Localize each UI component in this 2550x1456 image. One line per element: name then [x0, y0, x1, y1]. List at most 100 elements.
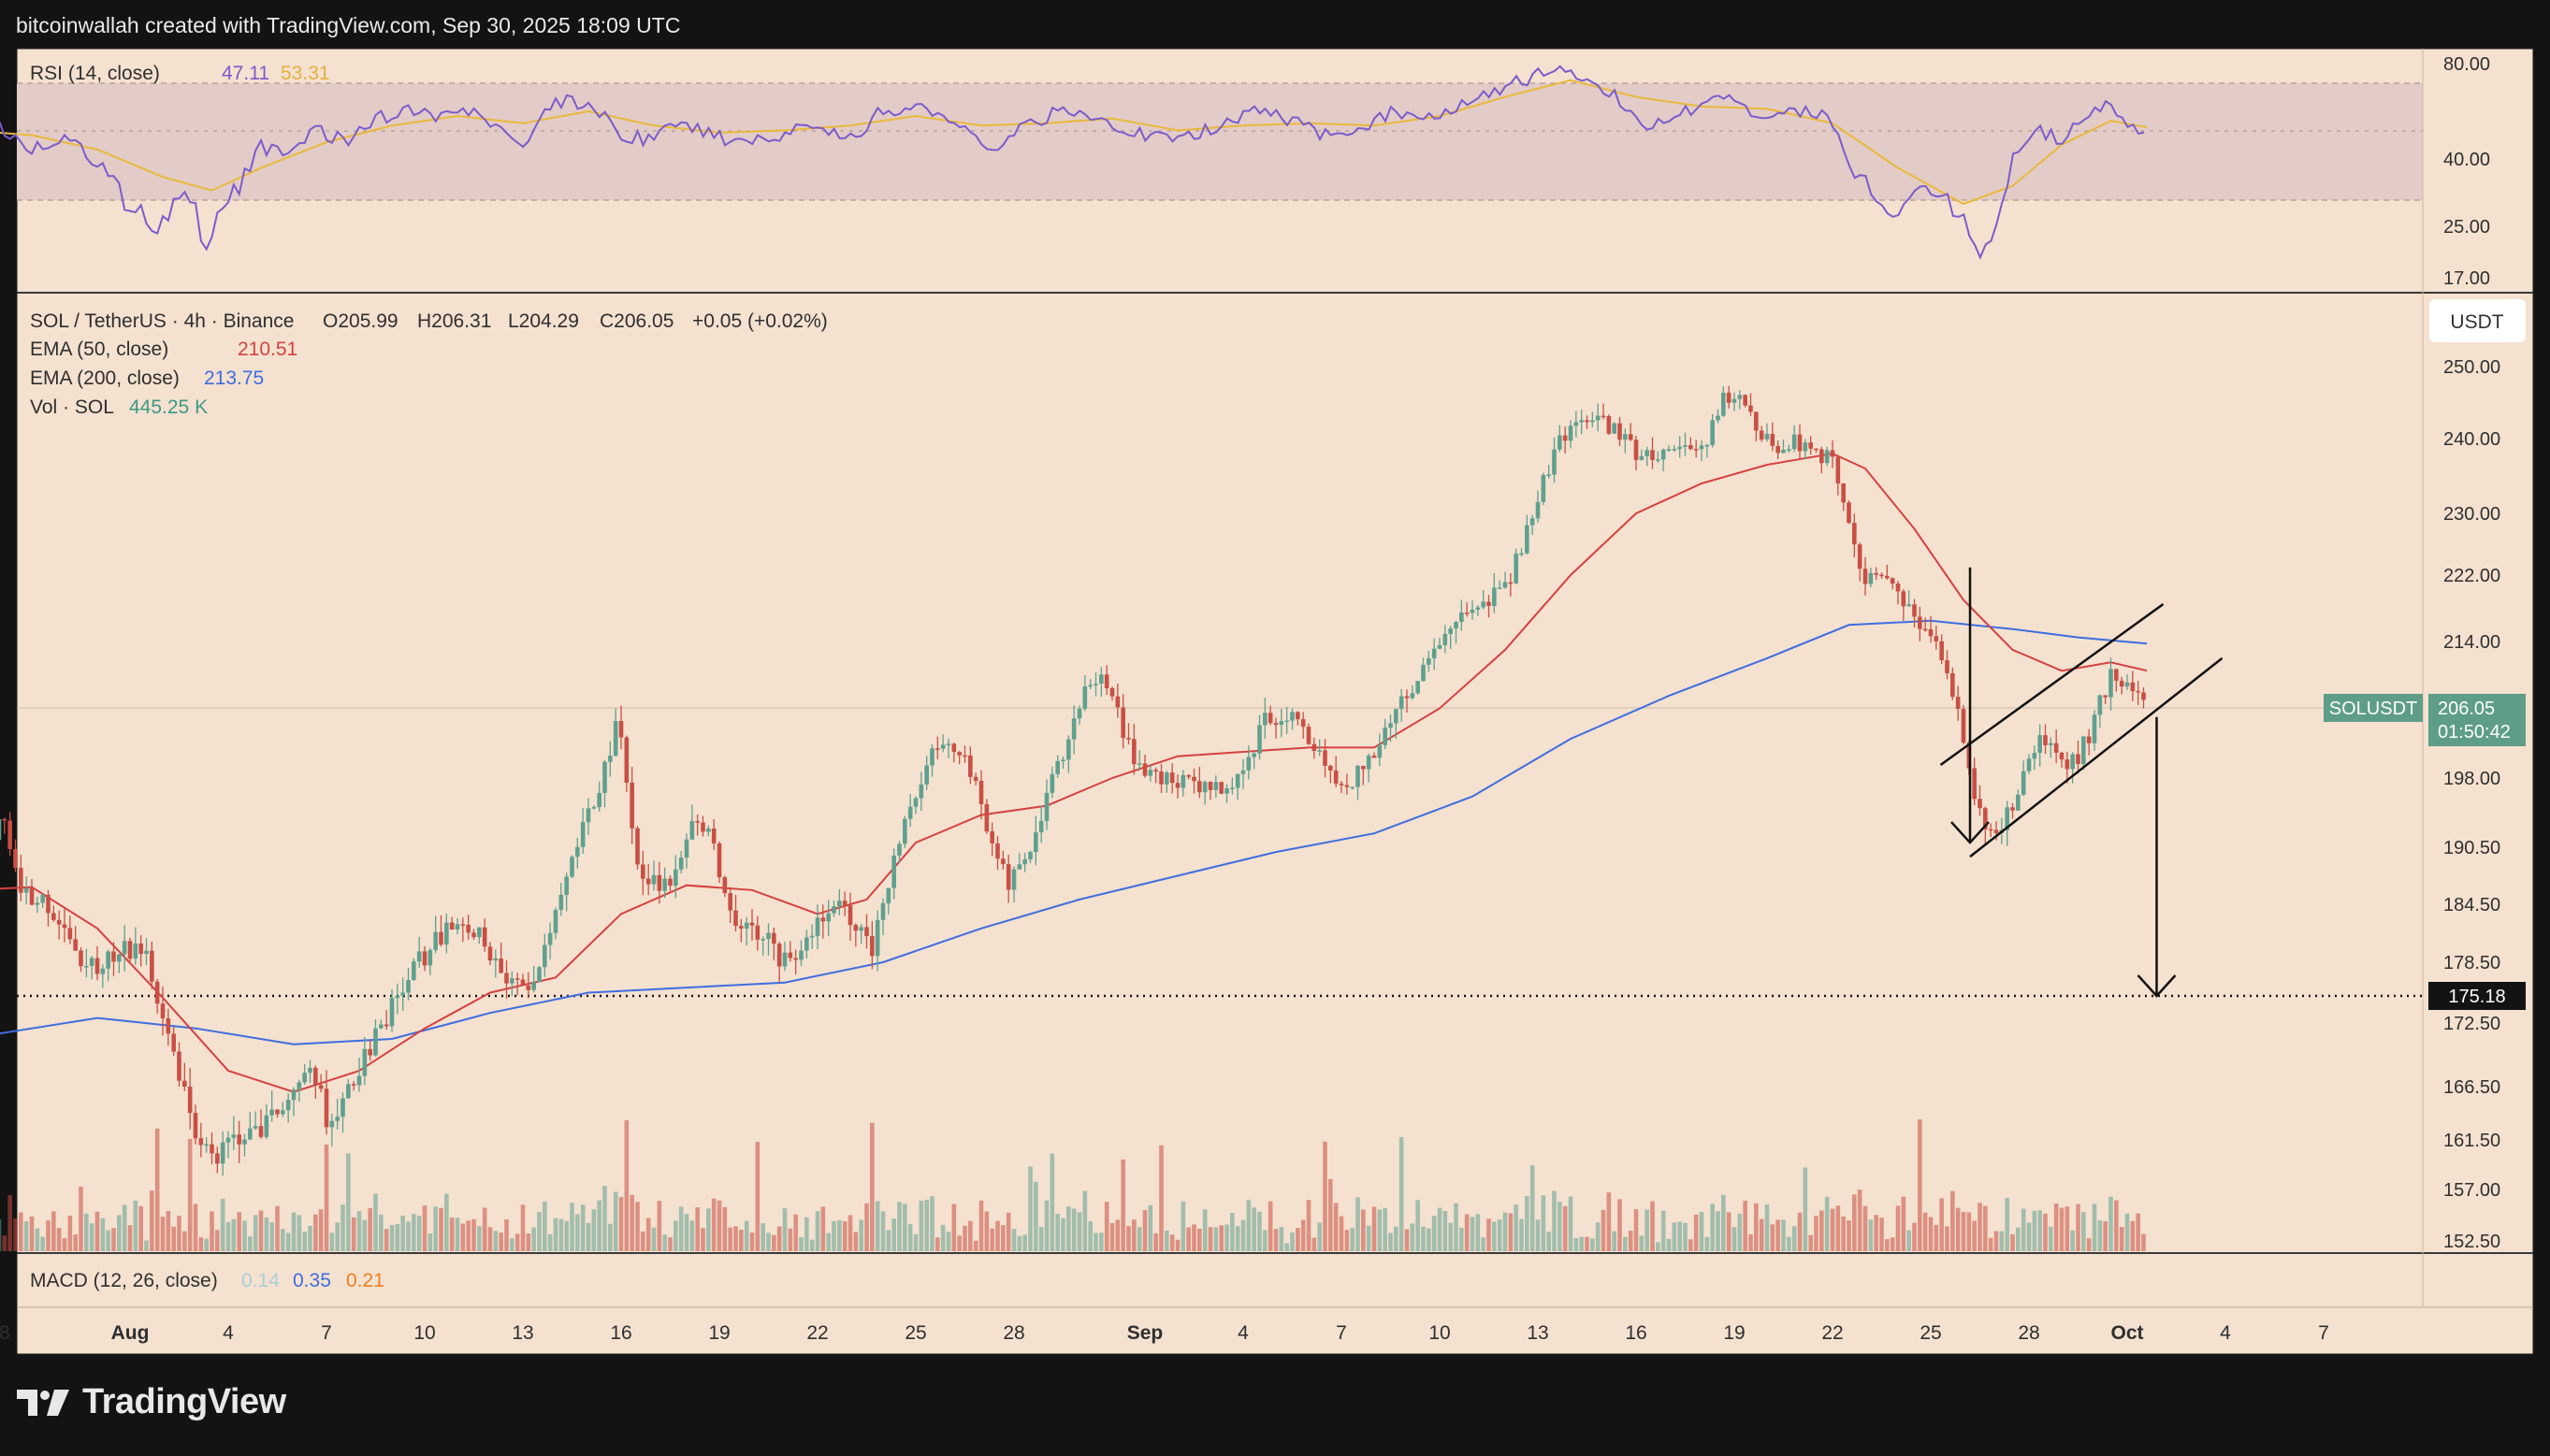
- candle-body: [591, 807, 597, 809]
- candle-body: [842, 901, 848, 906]
- candle-body: [990, 831, 994, 843]
- volume-bar: [597, 1200, 601, 1251]
- volume-bar: [1617, 1199, 1622, 1251]
- volume-bar: [1754, 1203, 1759, 1251]
- volume-bar: [177, 1216, 181, 1251]
- volume-bar: [1824, 1196, 1830, 1251]
- volume-bar: [1454, 1203, 1458, 1251]
- candle-body: [1448, 628, 1453, 634]
- volume-bar: [1879, 1218, 1884, 1251]
- volume-bar: [755, 1142, 761, 1251]
- volume-bar: [749, 1233, 755, 1251]
- candle-body: [880, 902, 886, 920]
- time-tick-label: 10: [413, 1322, 435, 1344]
- candle-body: [1355, 765, 1360, 787]
- candle-body: [940, 744, 946, 749]
- candle-body: [308, 1067, 312, 1074]
- volume-bar: [744, 1220, 749, 1251]
- volume-bar: [106, 1230, 110, 1251]
- volume-bar: [258, 1210, 264, 1251]
- candle-body: [1454, 622, 1458, 629]
- candle-body: [1814, 448, 1818, 451]
- volume-bar: [427, 1233, 433, 1251]
- rsi-value: 47.11: [222, 63, 269, 84]
- volume-bar: [940, 1224, 946, 1251]
- price-pane: [17, 707, 2423, 998]
- ema50-label[interactable]: EMA (50, close): [30, 339, 168, 360]
- symbol-name[interactable]: SOL / TetherUS · 4h · Binance: [30, 310, 294, 332]
- candle-body: [1077, 709, 1082, 719]
- volume-bar: [706, 1208, 711, 1251]
- volume-bar: [253, 1215, 258, 1251]
- candle-body: [111, 951, 116, 962]
- candle-body: [564, 876, 569, 895]
- candle-body: [444, 922, 449, 945]
- volume-bar: [144, 1240, 149, 1251]
- volume-bar: [1541, 1195, 1546, 1251]
- tradingview-logo[interactable]: TradingView: [17, 1382, 286, 1422]
- candle-body: [761, 939, 765, 941]
- volume-bar: [1656, 1242, 1660, 1251]
- macd-label[interactable]: MACD (12, 26, close): [30, 1270, 218, 1291]
- candle-body: [2065, 759, 2070, 770]
- candle-body: [1606, 415, 1612, 434]
- volume-bar: [2070, 1230, 2075, 1251]
- candle-body: [1775, 445, 1780, 454]
- candle-body: [1240, 770, 1246, 774]
- candle-body: [580, 822, 586, 847]
- time-tick-label: 19: [708, 1322, 730, 1344]
- volume-bar: [722, 1206, 728, 1251]
- candle-body: [2049, 742, 2053, 745]
- candle-body: [1492, 587, 1497, 607]
- volume-bar: [580, 1204, 586, 1251]
- volume-bar: [514, 1233, 520, 1251]
- ema50-line: [0, 452, 2148, 1093]
- volume-bar: [1787, 1236, 1791, 1251]
- currency-button[interactable]: [2429, 299, 2526, 342]
- level-tag-bg[interactable]: [2428, 982, 2526, 1010]
- candle-body: [1721, 392, 1726, 416]
- candle-body: [433, 931, 438, 951]
- ohlc-open: O205.99: [323, 310, 398, 332]
- candle-body: [1502, 582, 1508, 588]
- tradingview-logo-icon: [17, 1389, 69, 1416]
- volume-bar: [1797, 1212, 1803, 1251]
- candle-body: [1257, 725, 1262, 754]
- candle-body: [2059, 752, 2065, 760]
- volume-bar: [1683, 1222, 1688, 1251]
- candle-body: [1824, 450, 1830, 464]
- candle-body: [641, 864, 645, 879]
- volume-label[interactable]: Vol · SOL: [30, 396, 114, 418]
- candle-body: [340, 1098, 345, 1117]
- volume-bar: [1109, 1222, 1115, 1251]
- candle-body: [1666, 449, 1672, 451]
- time-tick-label: 28: [1003, 1322, 1024, 1344]
- volume-bar: [1470, 1217, 1475, 1251]
- candle-body: [695, 821, 700, 823]
- symbol-tag-bg[interactable]: [2324, 694, 2423, 722]
- volume-bar: [1377, 1209, 1383, 1251]
- volume-bar: [1082, 1190, 1088, 1251]
- price-tag-bg[interactable]: [2428, 694, 2526, 746]
- volume-bar: [1165, 1230, 1169, 1251]
- ema200-value: 213.75: [204, 368, 264, 389]
- candle-body: [618, 720, 624, 738]
- ema200-label[interactable]: EMA (200, close): [30, 368, 180, 389]
- candle-body: [1737, 395, 1743, 399]
- volume-bar: [973, 1240, 978, 1251]
- volume-bar: [1525, 1196, 1529, 1251]
- candle-body: [1644, 450, 1649, 456]
- volume-bar: [1044, 1200, 1050, 1251]
- macd-value-2: 0.35: [293, 1270, 331, 1291]
- volume-bar: [2097, 1220, 2103, 1251]
- rsi-label[interactable]: RSI (14, close): [30, 63, 160, 84]
- volume-bar: [564, 1220, 569, 1251]
- volume-bar: [1394, 1226, 1398, 1251]
- time-axis[interactable]: 28 Aug 4 7 10 13 16 19 22 25 28 Sep 4 7 10 13 16 19 22 25 28…: [0, 1322, 2329, 1344]
- candle-body: [1988, 829, 1993, 831]
- candle-body: [2021, 771, 2026, 795]
- volume-bar: [668, 1237, 673, 1251]
- symbol-title[interactable]: SOL / TetherUS · 4h · Binance O205.99 H2…: [30, 310, 828, 332]
- candle-body: [150, 950, 154, 982]
